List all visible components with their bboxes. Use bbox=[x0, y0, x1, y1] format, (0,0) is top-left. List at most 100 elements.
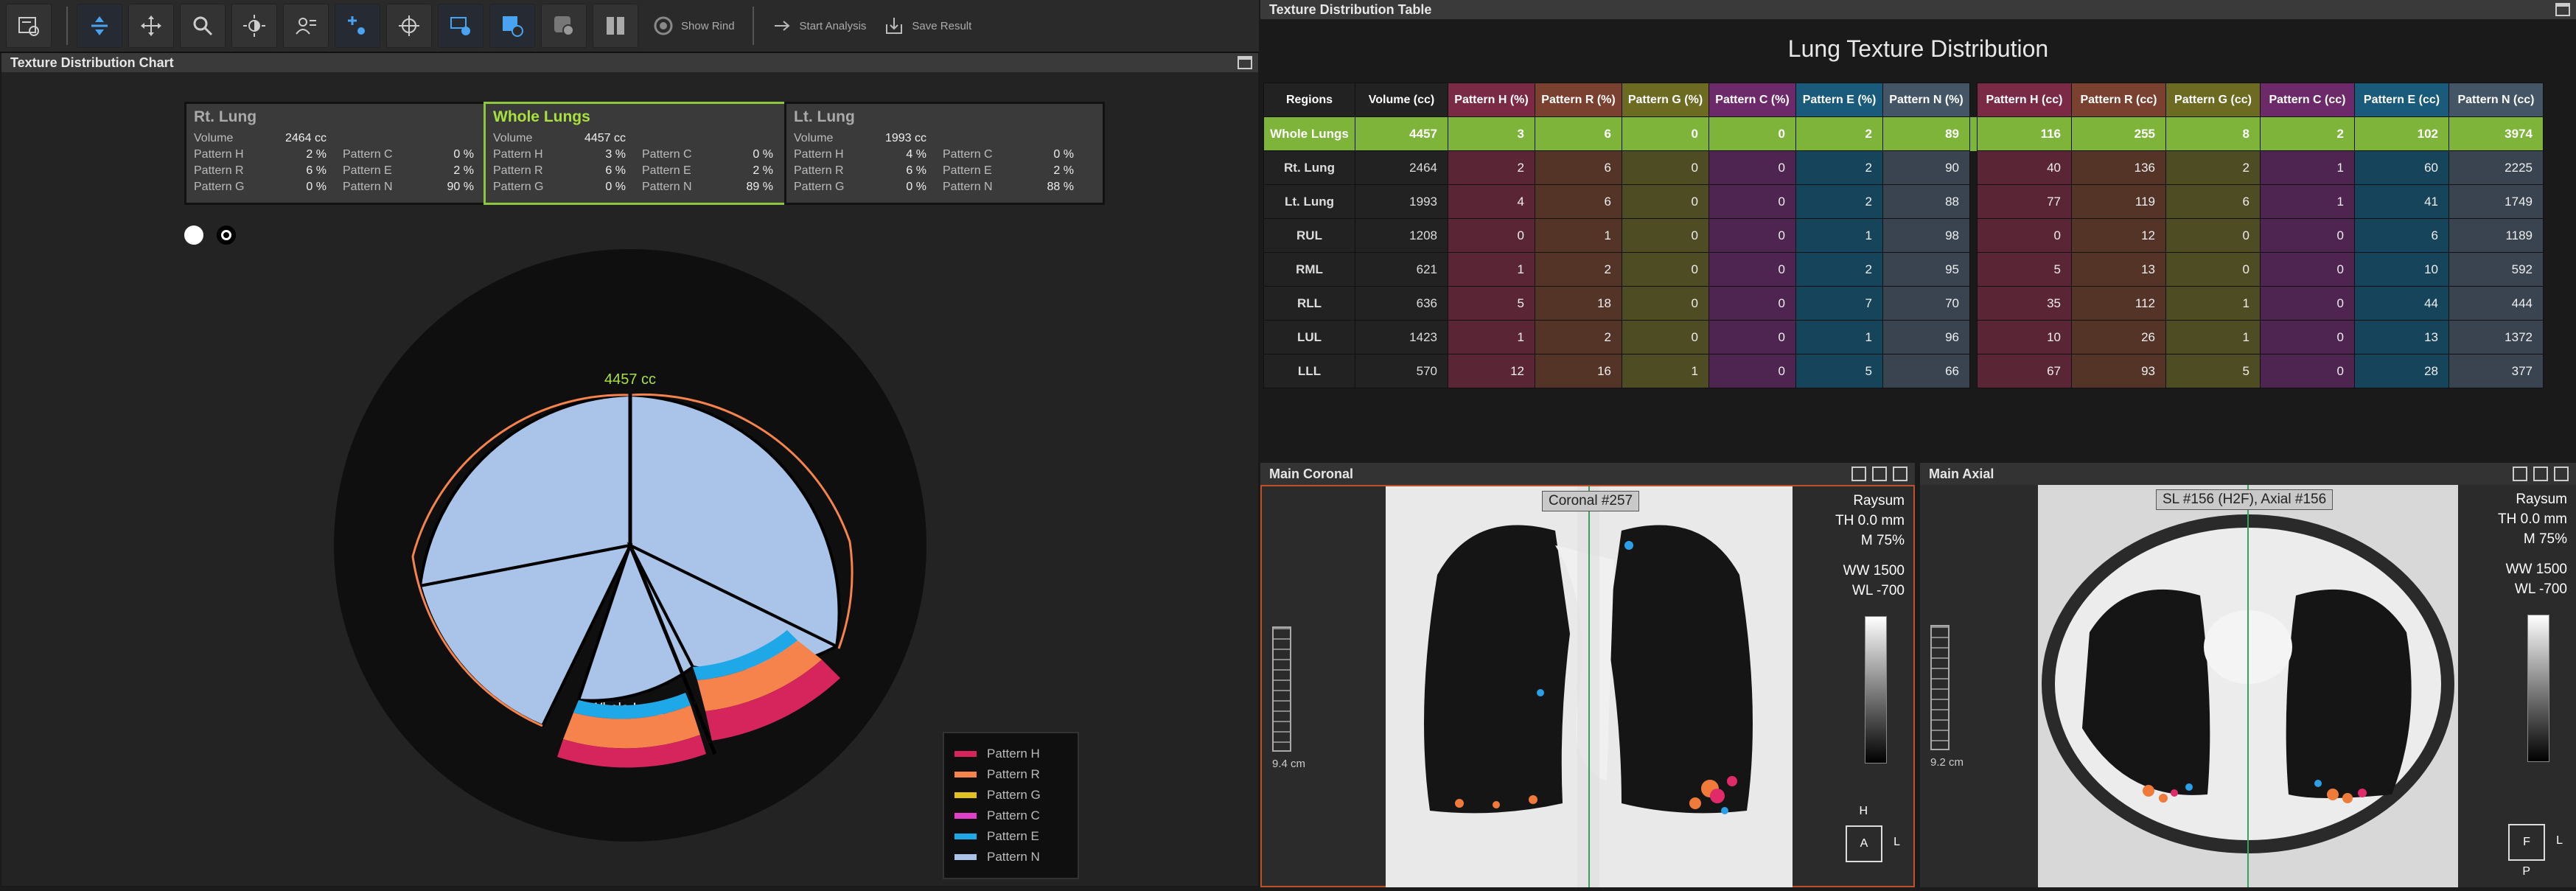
table-row[interactable]: Rt. Lung 2464 2 6 0 0 2 90 40 136 2 1 60 2225 bbox=[1263, 150, 2544, 185]
maximize-icon[interactable] bbox=[2555, 3, 2570, 16]
table-cell: 1 bbox=[1448, 320, 1535, 354]
axial-ct-image[interactable] bbox=[2038, 485, 2458, 887]
legend-item[interactable]: Pattern N bbox=[954, 847, 1067, 867]
window-level-bar[interactable] bbox=[1865, 616, 1887, 764]
coronal-viewer[interactable]: Main Coronal Coronal #257 Raysu bbox=[1260, 463, 1915, 887]
overlay-icon[interactable] bbox=[541, 4, 587, 48]
brightness-icon[interactable] bbox=[231, 4, 277, 48]
copy-icon[interactable] bbox=[1872, 467, 1887, 481]
legend-item[interactable]: Pattern E bbox=[954, 826, 1067, 847]
start-analysis-button[interactable]: Start Analysis bbox=[763, 4, 876, 48]
column-header[interactable]: Pattern R (%) bbox=[1535, 83, 1622, 117]
maximize-icon[interactable] bbox=[2554, 467, 2569, 481]
column-header[interactable]: Pattern E (cc) bbox=[2354, 83, 2449, 117]
total-volume-label: 4457 cc bbox=[604, 371, 656, 388]
window-level-bar[interactable] bbox=[2527, 615, 2549, 762]
table-row[interactable]: Whole Lungs 4457 3 6 0 0 2 89 116 255 8 2 102 3974 bbox=[1263, 116, 2544, 151]
texture-pie-chart[interactable]: 4457 cc Whole Lungs bbox=[332, 247, 929, 844]
stat-box-lt-lung[interactable]: Lt. Lung Volume 1993 cc Pattern H 4 % Patte… bbox=[784, 102, 1105, 205]
column-header[interactable]: Pattern G (%) bbox=[1622, 83, 1709, 117]
slice-pattern-n-rt-upper[interactable] bbox=[629, 393, 841, 649]
axial-viewer[interactable]: Main Axial SL #156 (H2F), Axial #15 bbox=[1920, 463, 2576, 887]
column-header[interactable]: Pattern N (%) bbox=[1882, 83, 1970, 117]
orientation-cube[interactable]: F bbox=[2508, 824, 2545, 861]
save-result-button[interactable]: Save Result bbox=[875, 4, 980, 48]
layers-icon[interactable] bbox=[438, 4, 484, 48]
view-mode-radio-selected[interactable] bbox=[217, 226, 236, 245]
camera-icon[interactable] bbox=[1851, 467, 1866, 481]
table-cell: 77 bbox=[1977, 184, 2072, 219]
slice-pattern-n-lt-upper[interactable] bbox=[418, 393, 632, 588]
zoom-icon[interactable] bbox=[180, 4, 226, 48]
maximize-icon[interactable] bbox=[1893, 467, 1907, 481]
crosshair-icon[interactable] bbox=[386, 4, 432, 48]
axial-title-text: Main Axial bbox=[1929, 467, 1994, 481]
legend-label: Pattern E bbox=[987, 829, 1039, 843]
maximize-icon[interactable] bbox=[1238, 56, 1252, 69]
column-header[interactable]: Pattern N (cc) bbox=[2448, 83, 2544, 117]
split-icon[interactable] bbox=[593, 4, 638, 48]
table-row[interactable]: LLL 570 12 16 1 0 5 66 67 93 5 0 28 377 bbox=[1263, 354, 2544, 388]
stat-box-whole-lungs[interactable]: Whole Lungs Volume 4457 cc Pattern H 3 % Pa… bbox=[484, 102, 804, 205]
axial-viewport[interactable]: SL #156 (H2F), Axial #156 Raysum TH 0.0 … bbox=[1920, 485, 2576, 887]
column-header[interactable]: Pattern C (cc) bbox=[2260, 83, 2355, 117]
column-header[interactable]: Pattern G (cc) bbox=[2165, 83, 2261, 117]
add-point-icon[interactable] bbox=[335, 4, 380, 48]
table-row[interactable]: RUL 1208 0 1 0 0 1 98 0 12 0 0 6 1189 bbox=[1263, 218, 2544, 253]
table-cell: 88 bbox=[1882, 184, 1970, 219]
pan-icon[interactable] bbox=[128, 4, 174, 48]
table-cell: 67 bbox=[1977, 354, 2072, 388]
view-mode-radio[interactable] bbox=[184, 226, 203, 245]
orientation-cube[interactable]: A bbox=[1846, 825, 1882, 862]
scroll-icon[interactable] bbox=[77, 4, 122, 48]
legend-item[interactable]: Pattern G bbox=[954, 785, 1067, 806]
column-gap bbox=[1969, 252, 1978, 287]
table-header-row: Regions Volume (cc) Pattern H (%) Pattern R… bbox=[1263, 83, 2544, 117]
settings-icon[interactable] bbox=[6, 4, 52, 48]
orientation-top: H bbox=[1859, 805, 1868, 817]
band-pattern-r-left[interactable] bbox=[563, 705, 700, 749]
coronal-ct-image[interactable] bbox=[1386, 486, 1793, 887]
table-row[interactable]: RML 621 1 2 0 0 2 95 5 13 0 0 10 592 bbox=[1263, 252, 2544, 287]
camera-icon[interactable] bbox=[2513, 467, 2527, 481]
table-cell: 6 bbox=[1535, 116, 1622, 151]
column-header[interactable]: Pattern E (%) bbox=[1795, 83, 1883, 117]
axial-render-info: Raysum TH 0.0 mm M 75% WW 1500 WL -700 bbox=[2498, 489, 2567, 599]
column-header[interactable]: Pattern C (%) bbox=[1708, 83, 1796, 117]
table-row[interactable]: RLL 636 5 18 0 0 7 70 35 112 1 0 44 444 bbox=[1263, 286, 2544, 321]
legend-item[interactable]: Pattern H bbox=[954, 744, 1067, 764]
table-cell: 0 bbox=[1977, 218, 2072, 253]
band-pattern-e-right[interactable] bbox=[693, 630, 797, 680]
column-header[interactable]: Pattern H (cc) bbox=[1977, 83, 2072, 117]
band-pattern-e-left[interactable] bbox=[573, 693, 691, 719]
column-header[interactable]: Regions bbox=[1263, 83, 1355, 117]
table-cell: 90 bbox=[1882, 150, 1970, 185]
stat-box-rt-lung[interactable]: Rt. Lung Volume 2464 cc Pattern H 2 % Patte… bbox=[184, 102, 505, 205]
slice-pattern-n-rt-lower[interactable] bbox=[576, 541, 695, 702]
table-cell: 13 bbox=[2354, 320, 2449, 354]
legend-item[interactable]: Pattern C bbox=[954, 806, 1067, 826]
column-header[interactable]: Pattern R (cc) bbox=[2071, 83, 2166, 117]
pattern-g-value: 0 % bbox=[306, 181, 327, 193]
coronal-viewport[interactable]: Coronal #257 Raysum TH 0.0 mm M 75% WW 1… bbox=[1260, 485, 1915, 887]
pattern-h-label: Pattern H bbox=[794, 148, 844, 161]
band-pattern-h-right[interactable] bbox=[705, 660, 840, 741]
annotation-icon[interactable] bbox=[283, 4, 329, 48]
legend-item[interactable]: Pattern R bbox=[954, 764, 1067, 785]
table-cell: 1749 bbox=[2448, 184, 2544, 219]
region-cell: RUL bbox=[1263, 218, 1355, 253]
table-row[interactable]: Lt. Lung 1993 4 6 0 0 2 88 77 119 6 1 41 1749 bbox=[1263, 184, 2544, 219]
copy-icon[interactable] bbox=[2533, 467, 2548, 481]
table-cell: 2 bbox=[1795, 252, 1883, 287]
column-header[interactable]: Pattern H (%) bbox=[1448, 83, 1535, 117]
show-rind-button[interactable]: Show Rind bbox=[644, 4, 744, 48]
table-row[interactable]: LUL 1423 1 2 0 0 1 96 10 26 1 0 13 1372 bbox=[1263, 320, 2544, 354]
band-pattern-r-right[interactable] bbox=[697, 640, 822, 711]
band-pattern-h-left[interactable] bbox=[557, 735, 706, 768]
column-header[interactable]: Volume (cc) bbox=[1355, 83, 1448, 117]
table-cell: 96 bbox=[1882, 320, 1970, 354]
table-cell: 0 bbox=[1708, 354, 1796, 388]
view-icon[interactable] bbox=[489, 4, 535, 48]
volume-label: Volume bbox=[194, 132, 234, 144]
pattern-n-value: 89 % bbox=[746, 181, 773, 193]
